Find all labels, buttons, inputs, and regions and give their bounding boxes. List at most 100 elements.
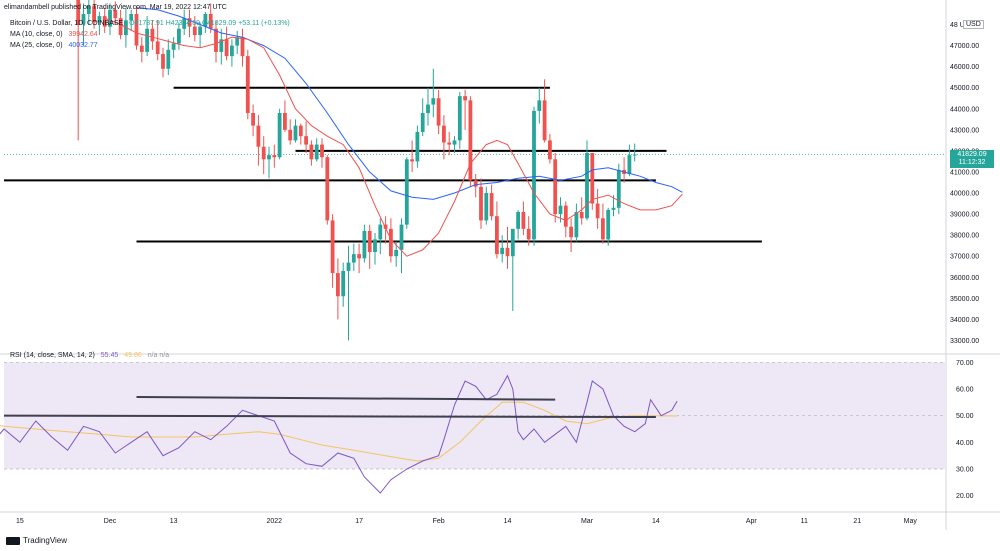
tradingview-logo-icon [6, 536, 20, 545]
candle-body [198, 26, 202, 36]
candle-body [516, 211, 520, 229]
candle-body [214, 28, 218, 52]
ma25-label: MA (25, close, 0) [10, 42, 63, 49]
rsi-tick-label: 60.00 [956, 387, 974, 394]
ma25-legend: MA (25, close, 0) 40032.77 [10, 42, 98, 49]
price-tick-label: 33000.00 [950, 338, 979, 345]
last-price: 41829.09 [957, 151, 987, 158]
ma10-value: 39942.64 [68, 31, 98, 38]
time-tick-label: Feb [433, 518, 445, 525]
ma25-line [136, 7, 683, 200]
rsi-label: RSI (14, close, SMA, 14, 2) [10, 352, 95, 359]
candle-body [362, 230, 367, 259]
candle-body [627, 155, 632, 175]
candle-body [224, 39, 229, 57]
candle-body [399, 224, 404, 250]
rsi-tick-label: 40.00 [956, 440, 974, 447]
time-tick-label: Dec [104, 518, 117, 525]
candle-body [389, 228, 393, 257]
candle-body [155, 41, 160, 55]
candle-body [283, 112, 287, 130]
price-tick-label: 39000.00 [950, 212, 979, 219]
candle-body [293, 125, 298, 141]
candle-body [235, 37, 240, 46]
candle-body [442, 125, 446, 143]
candle-body [521, 211, 526, 229]
candle-body [161, 54, 165, 69]
footer-brand: TradingView [23, 536, 68, 545]
candle-body [330, 220, 335, 274]
candle-body [245, 56, 250, 113]
rsi-tick-label: 20.00 [956, 493, 974, 500]
candle-body [108, 9, 112, 27]
candle-body [431, 98, 436, 105]
candle-body [97, 16, 102, 23]
rsi-trendline [3, 414, 656, 418]
price-tick-label: 48 USD [950, 22, 975, 29]
bar-countdown: 11:12:32 [958, 159, 986, 166]
candle-body [542, 100, 547, 141]
candle-body [595, 203, 600, 219]
candle-body [415, 131, 420, 162]
candle-body [585, 153, 589, 219]
candle-body [378, 224, 383, 240]
candle-body [373, 239, 377, 253]
candle-body [177, 28, 181, 44]
time-tick-label: 13 [170, 518, 178, 525]
candle-body [145, 28, 149, 52]
price-tick-label: 45000.00 [950, 85, 979, 92]
price-tick-label: 37000.00 [950, 254, 979, 261]
currency-badge[interactable]: USD [963, 20, 984, 29]
footer[interactable]: TradingView [6, 536, 67, 545]
ohlc-values: O41787.91 H42334.89 C41829.09 +53.11 (+0… [129, 20, 290, 27]
candle-body [261, 146, 266, 160]
candle-body [574, 211, 579, 238]
candle-body [314, 144, 319, 160]
candle-body [336, 273, 340, 297]
candle-body [240, 37, 245, 57]
candle-body [367, 230, 372, 253]
candle-body [192, 26, 197, 36]
candle-body [526, 228, 531, 240]
price-tick-label: 34000.00 [950, 317, 979, 324]
candle-body [606, 209, 611, 240]
candle-body [320, 144, 324, 158]
candle-body [134, 14, 139, 46]
time-tick-label: Apr [746, 518, 758, 525]
candle-body [505, 247, 510, 257]
price-tick-label: 46000.00 [950, 64, 979, 71]
ma25-value: 40032.77 [68, 42, 98, 49]
candle-body [129, 14, 134, 21]
candle-body [452, 140, 457, 145]
rsi-sma-line [0, 401, 678, 462]
candle-body [601, 218, 605, 240]
time-tick-label: May [904, 518, 918, 525]
rsi-trendline [136, 396, 556, 401]
symbol-legend: Bitcoin / U.S. Dollar, 1D, COINBASE O417… [10, 20, 290, 27]
grid [0, 0, 1000, 530]
candle-body [357, 254, 361, 259]
candle-body [548, 140, 552, 160]
candle-body [553, 159, 558, 215]
time-tick-label: 11 [801, 518, 808, 525]
candle-body [166, 49, 171, 69]
candle-body [76, 0, 81, 25]
time-tick-label: 2022 [267, 518, 283, 525]
price-tick-label: 36000.00 [950, 275, 979, 282]
candle-body [118, 18, 123, 36]
candle-body [187, 18, 192, 27]
candle-body [383, 224, 388, 229]
candle-body [537, 100, 542, 111]
candle-body [420, 112, 425, 132]
ma10-line [104, 17, 683, 257]
candle-body [92, 5, 96, 23]
candle-body [203, 14, 208, 27]
time-tick-label: Mar [581, 518, 594, 525]
publisher-caption: elimandambell published on TradingView.c… [4, 4, 227, 11]
candle-body [500, 247, 505, 255]
candle-body [436, 98, 441, 126]
candle-body [611, 207, 616, 210]
candle-body [489, 193, 494, 217]
rsi-sma-value: 49.86 [124, 352, 142, 359]
